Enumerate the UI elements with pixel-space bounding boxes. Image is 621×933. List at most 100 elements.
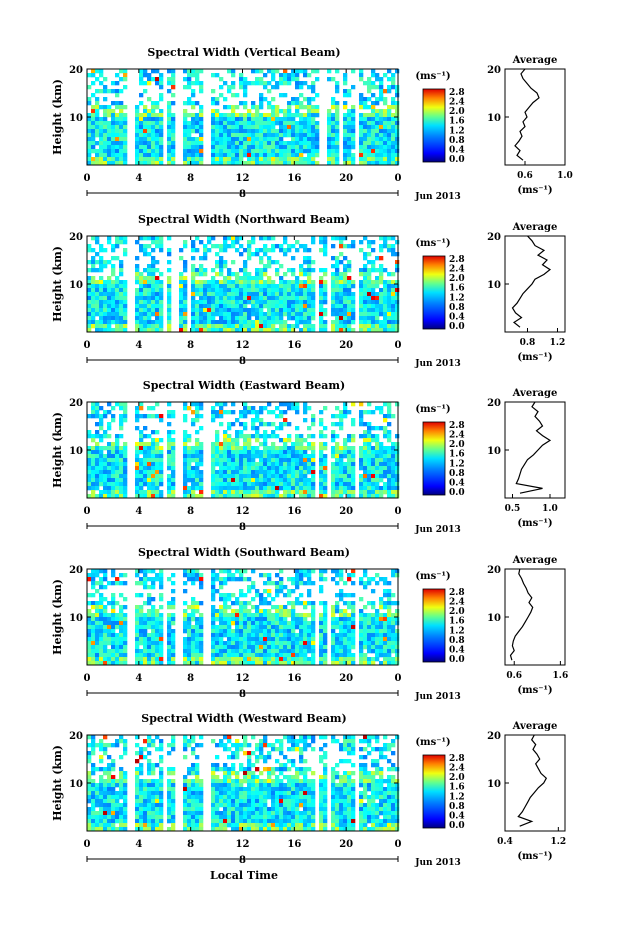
heatmap-cell	[379, 426, 383, 430]
heatmap-cell	[371, 133, 375, 137]
heatmap-cell	[375, 101, 379, 105]
heatmap-cell	[279, 581, 283, 585]
heatmap-cell	[347, 276, 351, 280]
heatmap-cell	[227, 125, 231, 129]
heatmap-cell	[243, 89, 247, 93]
heatmap-cell	[371, 248, 375, 252]
heatmap-cell	[123, 240, 127, 244]
heatmap-cell	[215, 434, 219, 438]
heatmap-cell	[195, 446, 199, 450]
heatmap-cell	[115, 256, 119, 260]
heatmap-cell	[95, 109, 99, 113]
heatmap-cell	[359, 482, 363, 486]
heatmap-cell	[307, 486, 311, 490]
heatmap-cell	[259, 625, 263, 629]
heatmap-cell	[271, 284, 275, 288]
heatmap-cell	[239, 601, 243, 605]
heatmap-cell	[311, 581, 315, 585]
heatmap-cell	[339, 308, 343, 312]
heatmap-cell	[307, 121, 311, 125]
heatmap-cell	[391, 145, 395, 149]
heatmap-cell	[259, 434, 263, 438]
heatmap-cell	[311, 268, 315, 272]
heatmap-cell	[115, 284, 119, 288]
heatmap-cell	[99, 438, 103, 442]
heatmap-cell	[367, 121, 371, 125]
heatmap-cell	[187, 125, 191, 129]
heatmap-cell	[247, 446, 251, 450]
heatmap-cell	[255, 308, 259, 312]
heatmap-cell	[335, 276, 339, 280]
heatmap-cell	[375, 141, 379, 145]
heatmap-cell	[351, 625, 355, 629]
heatmap-cell	[203, 300, 207, 304]
heatmap-cell	[151, 486, 155, 490]
heatmap-cell	[183, 641, 187, 645]
heatmap-cell	[283, 446, 287, 450]
heatmap-cell	[363, 625, 367, 629]
heatmap-cell	[311, 129, 315, 133]
heatmap-cell	[147, 133, 151, 137]
heatmap-cell	[279, 470, 283, 474]
heatmap-cell	[103, 316, 107, 320]
heatmap-cell	[171, 145, 175, 149]
heatmap-cell	[171, 617, 175, 621]
heatmap-cell	[339, 597, 343, 601]
heatmap-cell	[107, 657, 111, 661]
heatmap-cell	[99, 81, 103, 85]
heatmap-cell	[187, 81, 191, 85]
heatmap-cell	[295, 240, 299, 244]
heatmap-cell	[91, 280, 95, 284]
heatmap-cell	[143, 474, 147, 478]
heatmap-cell	[335, 141, 339, 145]
heatmap-cell	[331, 101, 335, 105]
heatmap-cell	[343, 272, 347, 276]
heatmap-cell	[295, 442, 299, 446]
heatmap-cell	[343, 93, 347, 97]
heatmap-cell	[311, 657, 315, 661]
heatmap-cell	[151, 121, 155, 125]
average-y-tick-label: 10	[487, 280, 501, 291]
heatmap-cell	[119, 573, 123, 577]
heatmap-cell	[279, 320, 283, 324]
heatmap-cell	[323, 577, 327, 581]
heatmap-cell	[155, 117, 159, 121]
heatmap-cell	[371, 137, 375, 141]
heatmap-cell	[143, 236, 147, 240]
heatmap-cell	[167, 458, 171, 462]
heatmap-cell	[123, 113, 127, 117]
heatmap-cell	[187, 490, 191, 494]
heatmap-cell	[259, 77, 263, 81]
heatmap-cell	[287, 153, 291, 157]
heatmap-cell	[383, 300, 387, 304]
heatmap-cell	[251, 101, 255, 105]
heatmap-cell	[143, 585, 147, 589]
average-title: Average	[512, 55, 558, 66]
heatmap-cell	[263, 649, 267, 653]
heatmap-cell	[167, 474, 171, 478]
heatmap-cell	[291, 129, 295, 133]
heatmap-cell	[287, 304, 291, 308]
heatmap-cell	[155, 121, 159, 125]
heatmap-cell	[195, 609, 199, 613]
heatmap-cell	[371, 296, 375, 300]
heatmap-cell	[219, 470, 223, 474]
heatmap-cell	[347, 280, 351, 284]
heatmap-cell	[191, 641, 195, 645]
heatmap-cell	[279, 284, 283, 288]
heatmap-cell	[335, 320, 339, 324]
heatmap-cell	[235, 629, 239, 633]
heatmap-cell	[151, 649, 155, 653]
heatmap-cell	[155, 153, 159, 157]
heatmap-cell	[291, 589, 295, 593]
heatmap-cell	[139, 442, 143, 446]
average-x-tick-label: 0.6	[517, 171, 533, 181]
heatmap-cell	[255, 589, 259, 593]
heatmap-cell	[311, 260, 315, 264]
heatmap-cell	[339, 316, 343, 320]
heatmap-cell	[191, 577, 195, 581]
heatmap-cell	[195, 478, 199, 482]
heatmap-cell	[359, 73, 363, 77]
heatmap-cell	[359, 653, 363, 657]
heatmap-cell	[279, 645, 283, 649]
